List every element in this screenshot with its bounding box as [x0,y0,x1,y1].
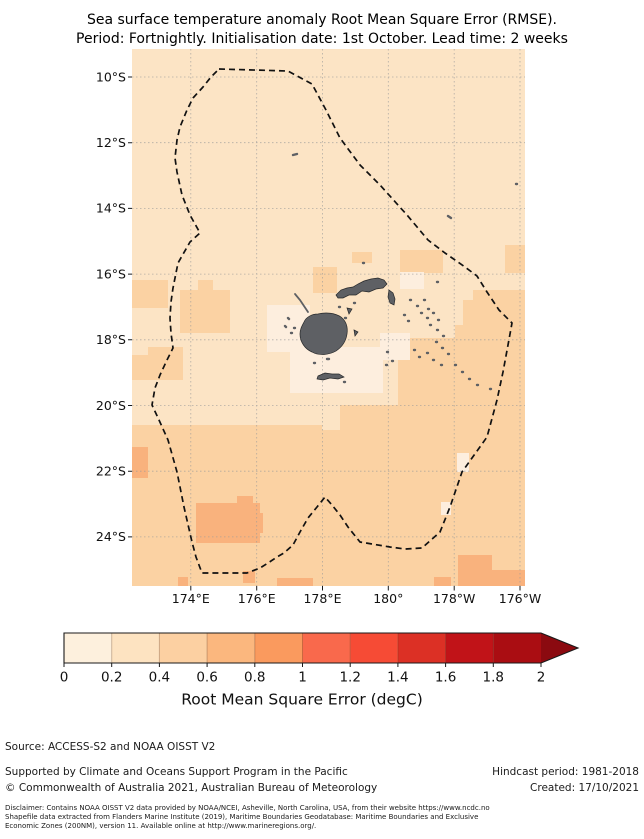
colorbar-dividers [111,633,494,663]
y-tick-label: 18°S [96,332,126,347]
gau-island [353,329,359,337]
colorbar-segment [111,633,160,663]
colorbar-tick-label: 0.2 [101,670,122,686]
colorbar-segment [445,633,494,663]
x-tick-label: 178°W [433,591,475,606]
colorbar-segment [159,633,208,663]
colorbar-segment [302,633,351,663]
disclaimer-line: Disclaimer: Contains NOAA OISST V2 data … [5,804,490,812]
colorbar-segment [397,633,446,663]
colorbar-tick-label: 1 [298,670,307,686]
disclaimer-line: Economic Zones (200NM), version 11. Avai… [5,822,317,831]
colorbar-tick-labels: 0 0.2 0.4 0.6 0.8 1 1.2 1.4 1.6 1.8 2 [60,670,546,686]
x-tick-label: 176°W [499,591,541,606]
colorbar-tick-label: 0.6 [196,670,217,686]
colorbar-outline [63,632,580,664]
colorbar-tick-label: 0.4 [149,670,170,686]
x-tick-label: 174°E [172,591,210,606]
colorbar-tick-label: 0 [60,670,69,686]
colorbar-segment [254,633,303,663]
colorbar-extend-arrow [541,633,578,663]
supported-by-text: Supported by Climate and Oceans Support … [5,766,348,778]
colorbar-tick-label: 1.4 [387,670,408,686]
y-tick-label: 12°S [96,135,126,150]
created-date-text: Created: 17/10/2021 [530,781,639,794]
y-tick-label: 16°S [96,266,126,281]
map-plot: 10°S 12°S 14°S 16°S 18°S 20°S 22°S 24°S … [96,49,541,606]
viti-levu-island [299,312,348,355]
y-tick-label: 24°S [96,529,126,544]
kadavu-island [316,372,345,381]
colorbar-segment [207,633,255,663]
y-tick-label: 20°S [96,398,126,413]
y-axis-ticks [128,76,132,538]
colorbar-axis-label: Root Mean Square Error (degC) [181,691,423,709]
yasawa-islands [294,293,309,313]
colorbar-tick-label: 0.8 [244,670,265,686]
colorbar-segments [64,633,578,663]
rmse-patches-mid [132,245,525,586]
colorbar-tick-label: 1.6 [435,670,456,686]
vanua-levu-island [335,277,388,299]
hindcast-period-text: Hindcast period: 1981-2018 [492,766,639,778]
fiji-eez-boundary [151,68,513,574]
y-tick-label: 14°S [96,201,126,216]
colorbar-segment [350,633,398,663]
colorbar-tick-label: 2 [537,670,546,686]
y-tick-label: 22°S [96,464,126,479]
chart-title: Sea surface temperature anomaly Root Mea… [0,11,644,49]
taveuni-island [387,289,396,306]
colorbar-tick-label: 1.2 [339,670,360,686]
colorbar-tick-label: 1.8 [483,670,504,686]
y-axis-labels: 10°S 12°S 14°S 16°S 18°S 20°S 22°S 24°S [96,69,126,544]
colorbar-segment [493,633,541,663]
koro-island [346,307,353,315]
chart-title-line1: Sea surface temperature anomaly Root Mea… [86,12,558,28]
y-tick-label: 10°S [96,69,126,84]
islands [283,152,519,391]
disclaimer: Disclaimer: Contains NOAA OISST V2 data … [5,804,644,832]
colorbar-segment [64,633,112,663]
colorbar: 0 0.2 0.4 0.6 0.8 1 1.2 1.4 1.6 1.8 2 Ro… [60,632,580,709]
x-tick-label: 178°E [303,591,341,606]
disclaimer-line: Shapefile data extracted from Flanders M… [5,813,479,822]
x-axis-labels: 174°E 176°E 178°E 180° 178°W 176°W [172,591,541,606]
small-islands [283,152,519,391]
x-tick-label: 180° [373,591,403,606]
rmse-patches-high [132,447,525,586]
chart-title-line2: Period: Fortnightly. Initialisation date… [76,31,568,47]
source-text: Source: ACCESS-S2 and NOAA OISST V2 [5,741,216,753]
x-tick-label: 176°E [238,591,276,606]
x-axis-ticks [190,586,521,591]
colorbar-ticks [63,663,542,667]
copyright-text: © Commonwealth of Australia 2021, Austra… [5,781,378,794]
